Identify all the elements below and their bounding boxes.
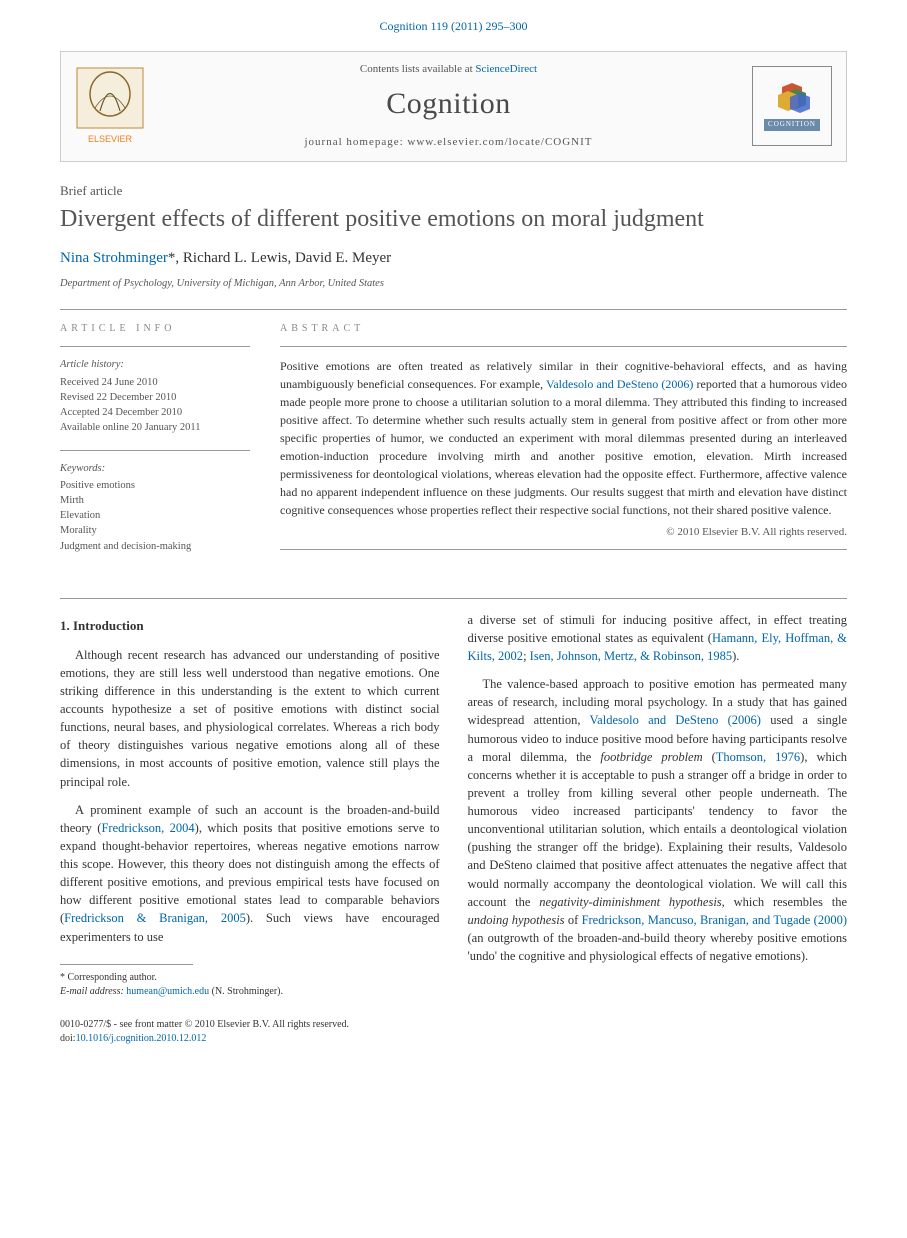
footnote-rule <box>60 964 193 965</box>
abstract-column: ABSTRACT Positive emotions are often tre… <box>280 322 847 567</box>
keywords-block: Keywords: Positive emotions Mirth Elevat… <box>60 461 250 554</box>
body-paragraph: Although recent research has advanced ou… <box>60 646 440 791</box>
cognition-logo[interactable]: COGNITION <box>752 66 832 146</box>
elsevier-logo[interactable]: ELSEVIER <box>75 66 145 146</box>
abstract-label: ABSTRACT <box>280 322 847 336</box>
citation-link[interactable]: Fredrickson, 2004 <box>101 821 194 835</box>
journal-homepage: journal homepage: www.elsevier.com/locat… <box>161 135 736 150</box>
body-paragraph: A prominent example of such an account i… <box>60 801 440 946</box>
footer-block: 0010-0277/$ - see front matter © 2010 El… <box>60 1018 440 1046</box>
article-history: Article history: Received 24 June 2010 R… <box>60 357 250 435</box>
elsevier-text: ELSEVIER <box>88 134 133 144</box>
cognition-label: COGNITION <box>764 119 820 131</box>
body-paragraph: a diverse set of stimuli for inducing po… <box>468 611 848 665</box>
citation-link[interactable]: Isen, Johnson, Mertz, & Robinson, 1985 <box>530 649 732 663</box>
rule-top <box>60 309 847 310</box>
authors: Nina Strohminger*, Richard L. Lewis, Dav… <box>60 248 847 269</box>
corresponding-footnote: * Corresponding author. E-mail address: … <box>60 971 440 1000</box>
article-type: Brief article <box>60 182 847 200</box>
citation-link[interactable]: Fredrickson & Branigan, 2005 <box>64 911 246 925</box>
doi-link[interactable]: 10.1016/j.cognition.2010.12.012 <box>76 1033 207 1044</box>
citation-link[interactable]: Fredrickson, Mancuso, Branigan, and Tuga… <box>582 913 847 927</box>
journal-name: Cognition <box>161 83 736 125</box>
sciencedirect-link[interactable]: ScienceDirect <box>475 63 537 75</box>
citation-link[interactable]: Thomson, 1976 <box>716 750 800 764</box>
author-link-corresponding[interactable]: Nina Strohminger <box>60 250 168 266</box>
abstract-copyright: © 2010 Elsevier B.V. All rights reserved… <box>280 525 847 540</box>
citation-header: Cognition 119 (2011) 295–300 <box>0 0 907 43</box>
journal-header-box: ELSEVIER Contents lists available at Sci… <box>60 51 847 162</box>
article-title: Divergent effects of different positive … <box>60 204 847 234</box>
section-heading-intro: 1. Introduction <box>60 617 440 636</box>
authors-rest: , Richard L. Lewis, David E. Meyer <box>175 250 391 266</box>
citation-link[interactable]: Cognition 119 (2011) 295–300 <box>379 19 527 33</box>
body-paragraph: The valence-based approach to positive e… <box>468 675 848 965</box>
header-center: Contents lists available at ScienceDirec… <box>161 62 736 151</box>
abstract-text: Positive emotions are often treated as r… <box>280 357 847 519</box>
abstract-citation-link[interactable]: Valdesolo and DeSteno (2006) <box>546 377 693 391</box>
article-info-label: ARTICLE INFO <box>60 322 250 336</box>
affiliation: Department of Psychology, University of … <box>60 277 847 292</box>
citation-link[interactable]: Valdesolo and DeSteno (2006) <box>590 713 761 727</box>
article-info-column: ARTICLE INFO Article history: Received 2… <box>60 322 250 567</box>
contents-line: Contents lists available at ScienceDirec… <box>161 62 736 77</box>
rule-mid <box>60 598 847 599</box>
email-link[interactable]: humean@umich.edu <box>126 986 209 997</box>
body-text: 1. Introduction Although recent research… <box>60 611 847 1046</box>
